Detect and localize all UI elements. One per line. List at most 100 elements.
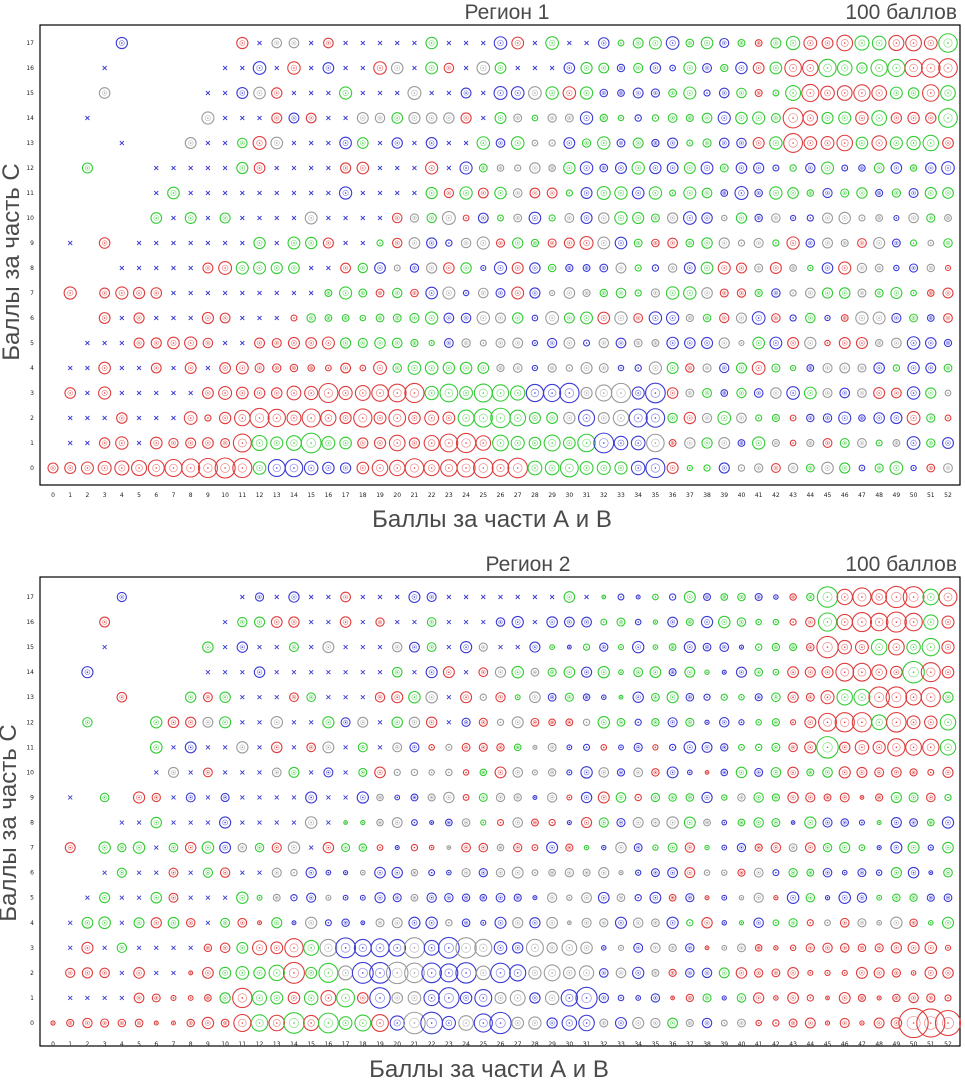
data-point-center xyxy=(207,972,209,974)
data-point-center xyxy=(723,217,726,219)
data-point-center xyxy=(499,821,502,824)
data-point-bubble xyxy=(546,916,559,929)
data-point-bubble-inner xyxy=(722,595,727,599)
data-point-bubble xyxy=(944,414,952,422)
data-point-cross xyxy=(222,770,228,775)
data-point-center xyxy=(207,871,209,874)
data-point-bubble xyxy=(530,818,539,827)
x-tick-label: 17 xyxy=(342,1041,350,1048)
data-point-bubble xyxy=(736,842,747,853)
data-point-center xyxy=(258,367,261,369)
data-point-bubble xyxy=(235,361,249,375)
data-point-bubble xyxy=(563,666,576,679)
data-point-center xyxy=(482,192,485,194)
data-point-bubble xyxy=(391,866,403,879)
data-point-bubble xyxy=(530,238,540,248)
data-point-cross xyxy=(326,190,331,196)
data-point-center xyxy=(379,342,381,344)
data-point-center xyxy=(602,972,605,974)
data-point-bubble xyxy=(821,36,834,49)
data-point-center xyxy=(740,467,743,469)
data-point-bubble xyxy=(495,287,506,299)
data-point-bubble-inner xyxy=(704,390,710,396)
data-point-center xyxy=(843,972,846,974)
data-point-center xyxy=(293,871,295,874)
data-point-bubble xyxy=(478,742,488,752)
data-point-center xyxy=(654,746,657,749)
data-point-center xyxy=(103,972,106,974)
data-point-bubble-inner xyxy=(445,415,452,422)
data-point-bubble xyxy=(683,61,697,75)
data-point-bubble xyxy=(170,1020,177,1026)
data-point-cross xyxy=(274,65,280,71)
data-point-bubble xyxy=(910,289,917,297)
data-point-bubble-inner xyxy=(532,644,538,650)
data-point-center xyxy=(637,596,639,598)
data-point-center xyxy=(379,242,381,244)
data-point-cross xyxy=(446,594,452,600)
data-point-center xyxy=(689,947,691,949)
data-point-cross xyxy=(257,770,262,775)
data-point-center xyxy=(465,342,467,344)
data-point-cross xyxy=(308,140,314,146)
data-point-bubble xyxy=(409,263,420,273)
data-point-bubble xyxy=(821,666,834,679)
data-point-bubble-inner xyxy=(651,438,660,448)
data-point-bubble-inner xyxy=(308,819,315,826)
data-point-center xyxy=(895,267,898,269)
data-point-center xyxy=(241,972,244,974)
data-point-bubble-inner xyxy=(445,365,452,371)
data-point-bubble xyxy=(717,615,731,629)
data-point-bubble-inner xyxy=(808,595,813,599)
data-point-bubble xyxy=(771,692,781,703)
data-point-center xyxy=(293,242,295,244)
data-point-bubble-inner xyxy=(101,919,108,926)
data-point-bubble xyxy=(597,716,611,729)
data-point-bubble xyxy=(613,435,629,451)
data-point-center xyxy=(568,846,571,849)
data-point-bubble-inner xyxy=(461,438,471,448)
data-point-bubble xyxy=(544,460,560,476)
data-point-bubble xyxy=(513,842,523,853)
data-point-center xyxy=(929,746,932,749)
data-point-bubble-inner xyxy=(858,743,866,751)
data-point-center xyxy=(826,696,829,699)
data-point-center xyxy=(568,167,571,169)
data-point-bubble-inner xyxy=(670,719,676,725)
data-point-bubble-inner xyxy=(669,769,676,776)
data-point-bubble-inner xyxy=(550,166,554,170)
data-point-center xyxy=(826,117,829,119)
data-point-bubble-inner xyxy=(377,920,383,925)
data-point-cross xyxy=(188,770,194,775)
data-point-center xyxy=(792,646,794,648)
data-point-bubble-inner xyxy=(859,265,865,271)
data-point-bubble-inner xyxy=(928,415,933,421)
data-point-bubble xyxy=(648,186,663,200)
data-point-bubble xyxy=(804,287,816,299)
data-point-center xyxy=(826,92,829,94)
data-point-bubble xyxy=(838,411,852,425)
data-point-bubble xyxy=(115,286,129,300)
data-point-cross xyxy=(308,40,314,46)
data-point-bubble-inner xyxy=(566,315,572,321)
data-point-cross xyxy=(360,40,366,46)
data-point-center xyxy=(534,721,536,724)
data-point-center xyxy=(568,972,571,974)
data-point-bubble-inner xyxy=(773,40,779,46)
data-point-bubble-inner xyxy=(567,870,572,875)
data-point-bubble xyxy=(858,819,866,826)
data-point-center xyxy=(775,292,777,294)
data-point-bubble xyxy=(855,336,869,350)
data-point-bubble-inner xyxy=(772,340,779,346)
data-point-center xyxy=(241,392,244,394)
data-point-center xyxy=(534,921,536,924)
data-point-cross xyxy=(171,820,176,825)
data-point-center xyxy=(362,972,364,974)
data-point-bubble xyxy=(271,917,283,929)
y-tick-label: 15 xyxy=(26,90,34,97)
data-point-bubble xyxy=(391,716,404,729)
data-point-bubble-inner xyxy=(342,1019,349,1027)
data-point-cross xyxy=(188,895,194,901)
data-point-bubble-inner xyxy=(635,920,641,926)
data-point-bubble xyxy=(408,237,421,249)
